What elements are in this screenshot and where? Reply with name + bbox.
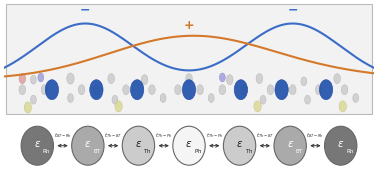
Circle shape [197,85,203,95]
Circle shape [112,95,118,104]
Circle shape [223,126,256,165]
Text: $\varepsilon$: $\varepsilon$ [236,139,243,149]
Text: $t_{Th-BT}$: $t_{Th-BT}$ [256,131,274,140]
Circle shape [234,80,248,100]
Circle shape [67,73,74,84]
Text: $\varepsilon$: $\varepsilon$ [337,139,344,149]
Circle shape [208,94,214,102]
Circle shape [301,77,307,86]
Circle shape [260,95,266,104]
Text: $_{\rm Th}$: $_{\rm Th}$ [245,147,253,156]
Circle shape [175,85,181,95]
Circle shape [45,80,59,100]
FancyBboxPatch shape [6,4,372,114]
Text: +: + [184,19,194,32]
Text: $_{\rm Rh}$: $_{\rm Rh}$ [346,147,355,156]
Circle shape [290,85,296,95]
Circle shape [325,126,357,165]
Circle shape [334,73,341,84]
Text: $\varepsilon$: $\varepsilon$ [287,139,294,149]
Circle shape [130,80,144,100]
Circle shape [24,102,32,113]
Circle shape [115,101,122,112]
Circle shape [219,85,226,95]
Circle shape [160,94,166,102]
Circle shape [31,75,36,84]
Circle shape [141,75,148,85]
Circle shape [241,85,248,95]
Text: $t_{BT-Rh}$: $t_{BT-Rh}$ [307,131,324,140]
Circle shape [41,85,48,95]
Text: $_{\rm Rh}$: $_{\rm Rh}$ [42,147,51,156]
Circle shape [78,85,85,95]
Circle shape [219,73,225,82]
Circle shape [173,126,205,165]
Circle shape [31,95,36,104]
Circle shape [123,85,129,95]
Text: $t_{Th-Ph}$: $t_{Th-Ph}$ [155,131,172,140]
Circle shape [149,85,155,95]
Circle shape [226,75,233,85]
Circle shape [108,73,115,84]
Circle shape [38,73,44,82]
Circle shape [72,126,104,165]
Circle shape [275,80,288,100]
Circle shape [68,94,73,102]
Circle shape [319,80,333,100]
Circle shape [182,80,196,100]
Text: $t_{BT-Rh}$: $t_{BT-Rh}$ [54,131,71,140]
Text: $_{\rm Th}$: $_{\rm Th}$ [144,147,152,156]
Circle shape [353,94,359,102]
Circle shape [19,85,26,95]
Circle shape [90,80,103,100]
Text: $_{\rm BT}$: $_{\rm BT}$ [295,147,304,156]
Text: $\varepsilon$: $\varepsilon$ [34,139,41,149]
Circle shape [21,126,53,165]
Circle shape [267,85,274,95]
Circle shape [315,85,322,95]
Circle shape [93,85,100,95]
Circle shape [186,73,192,84]
Text: $_{\rm BT}$: $_{\rm BT}$ [93,147,102,156]
Circle shape [341,85,348,95]
Text: $_{\rm Ph}$: $_{\rm Ph}$ [194,147,202,156]
Circle shape [274,126,306,165]
Circle shape [122,126,155,165]
Text: $\varepsilon$: $\varepsilon$ [185,139,193,149]
Circle shape [305,95,310,104]
Text: $\varepsilon$: $\varepsilon$ [135,139,142,149]
Text: $t_{Th-BT}$: $t_{Th-BT}$ [104,131,122,140]
Text: −: − [80,4,90,17]
Circle shape [256,73,263,84]
Circle shape [254,101,261,112]
Circle shape [19,73,26,84]
Circle shape [339,101,347,112]
Text: −: − [288,4,298,17]
Text: $\varepsilon$: $\varepsilon$ [84,139,91,149]
Text: $t_{Th-Ph}$: $t_{Th-Ph}$ [206,131,223,140]
